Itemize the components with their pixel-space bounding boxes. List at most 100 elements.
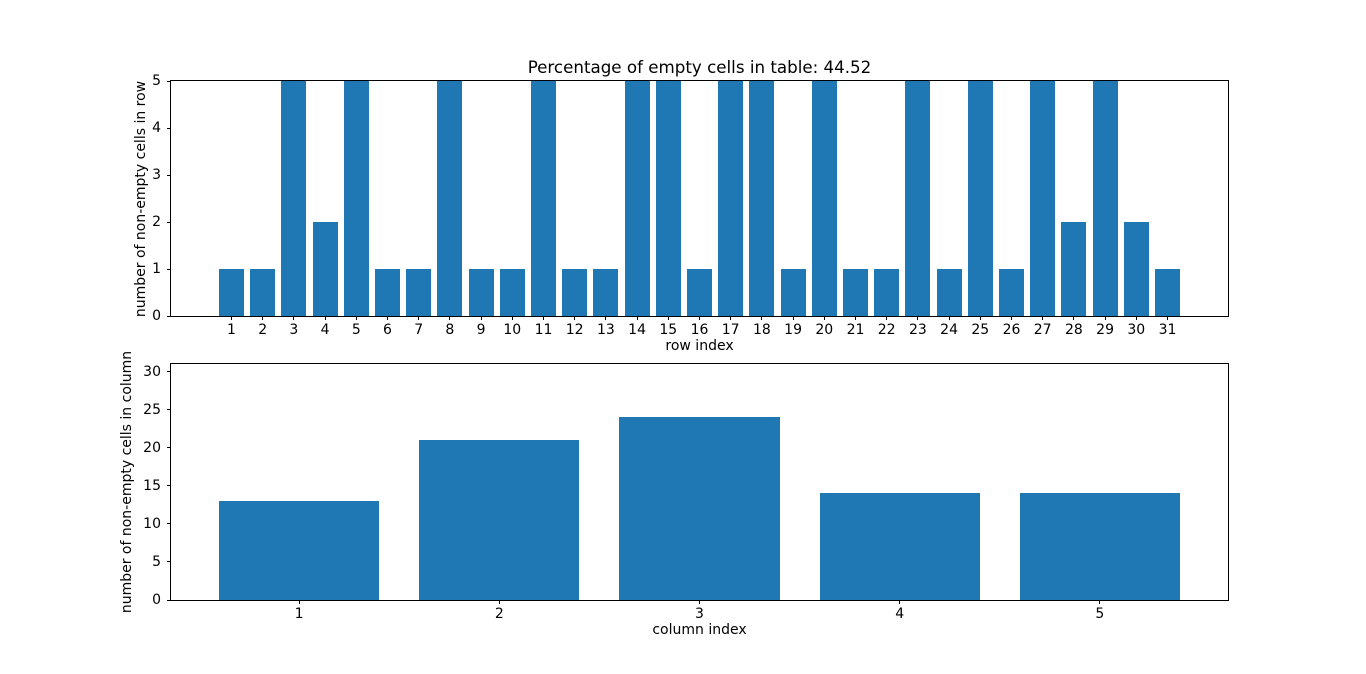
x-tick-label: 27 — [1033, 322, 1052, 338]
y-tick-label: 5 — [152, 73, 161, 89]
bar — [250, 269, 276, 316]
x-tick-label: 28 — [1064, 322, 1083, 338]
bar — [281, 81, 307, 316]
x-tick-label: 13 — [596, 322, 615, 338]
x-tick-label: 2 — [494, 606, 504, 622]
bar — [843, 269, 868, 316]
bar — [1030, 81, 1056, 316]
bar — [531, 81, 556, 316]
x-tick-mark — [498, 600, 500, 604]
bar — [419, 440, 580, 600]
x-tick-label: 17 — [721, 322, 740, 338]
y-tick-mark — [167, 409, 171, 411]
x-tick-mark — [761, 316, 763, 320]
x-tick-label: 14 — [628, 322, 647, 338]
x-tick-label: 31 — [1158, 322, 1177, 338]
y-tick-label: 1 — [152, 261, 161, 277]
bar — [967, 81, 993, 316]
bar — [780, 269, 806, 316]
bar — [874, 269, 900, 316]
x-tick-mark — [1042, 316, 1044, 320]
y-tick-label: 0 — [152, 308, 161, 324]
x-tick-label: 2 — [258, 322, 268, 338]
y-tick-label: 3 — [152, 167, 161, 183]
bar — [219, 269, 244, 316]
y-tick-label: 25 — [143, 401, 161, 418]
x-tick-mark — [293, 316, 295, 320]
x-tick-label: 19 — [784, 322, 803, 338]
x-tick-label: 5 — [351, 322, 361, 338]
x-tick-mark — [1167, 316, 1168, 320]
y-axis-label: number of non-empty cells in row — [133, 80, 149, 317]
y-tick-mark — [167, 80, 171, 82]
x-tick-mark — [730, 316, 732, 320]
x-tick-mark — [355, 316, 357, 320]
y-tick-label: 2 — [152, 214, 161, 230]
x-axis-label: column index — [652, 622, 747, 638]
column-chart-plot-area: number of non-empty cells in column colu… — [119, 351, 1229, 637]
bar — [406, 269, 432, 316]
y-tick-mark — [167, 174, 171, 176]
x-tick-mark — [699, 316, 700, 320]
x-tick-label: 25 — [971, 322, 990, 338]
bar — [1019, 493, 1180, 600]
bar — [1092, 81, 1118, 316]
y-tick-label: 15 — [143, 477, 161, 494]
x-tick-mark — [324, 316, 326, 320]
x-tick-label: 30 — [1127, 322, 1146, 338]
x-tick-mark — [1011, 316, 1012, 320]
x-tick-mark — [1099, 600, 1101, 604]
y-tick-mark — [167, 599, 171, 601]
bar — [999, 269, 1024, 316]
y-tick-mark — [167, 485, 171, 487]
bar — [499, 269, 525, 316]
chart-title: Percentage of empty cells in table: 44.5… — [527, 56, 872, 77]
x-tick-mark — [699, 600, 700, 604]
x-tick-mark — [886, 316, 888, 320]
x-tick-mark — [1104, 316, 1106, 320]
x-tick-mark — [480, 316, 482, 320]
x-tick-mark — [1073, 316, 1075, 320]
x-tick-mark — [948, 316, 950, 320]
y-tick-mark — [167, 371, 171, 373]
bar — [687, 269, 712, 316]
y-tick-mark — [167, 268, 171, 270]
x-tick-label: 26 — [1002, 322, 1021, 338]
x-tick-label: 23 — [908, 322, 927, 338]
x-tick-label: 5 — [1095, 606, 1105, 622]
x-tick-label: 1 — [294, 606, 304, 622]
x-tick-label: 11 — [534, 322, 553, 338]
x-tick-mark — [511, 316, 513, 320]
x-tick-mark — [574, 316, 576, 320]
bar — [1123, 222, 1149, 316]
y-tick-label: 20 — [143, 439, 161, 456]
x-tick-mark — [899, 600, 901, 604]
y-axis-label: number of non-empty cells in column — [119, 350, 135, 614]
x-tick-mark — [636, 316, 638, 320]
bar — [375, 269, 400, 316]
x-tick-mark — [298, 600, 300, 604]
x-tick-label: 3 — [695, 606, 704, 622]
x-tick-label: 4 — [320, 322, 330, 338]
x-tick-label: 18 — [752, 322, 771, 338]
x-tick-mark — [231, 316, 232, 320]
x-tick-mark — [449, 316, 451, 320]
x-tick-mark — [855, 316, 856, 320]
x-tick-label: 12 — [565, 322, 584, 338]
x-tick-label: 20 — [815, 322, 834, 338]
bar — [619, 417, 780, 600]
x-tick-label: 10 — [503, 322, 522, 338]
x-tick-label: 29 — [1096, 322, 1115, 338]
x-tick-label: 3 — [289, 322, 299, 338]
bar — [819, 493, 980, 600]
x-tick-mark — [667, 316, 669, 320]
x-tick-label: 21 — [846, 322, 865, 338]
bar — [718, 81, 744, 316]
bar — [437, 81, 463, 316]
x-tick-mark — [917, 316, 919, 320]
y-tick-label: 30 — [143, 363, 161, 380]
x-axis-label: row index — [665, 338, 734, 354]
x-tick-label: 9 — [476, 322, 486, 338]
x-tick-mark — [543, 316, 544, 320]
bar — [593, 269, 619, 316]
